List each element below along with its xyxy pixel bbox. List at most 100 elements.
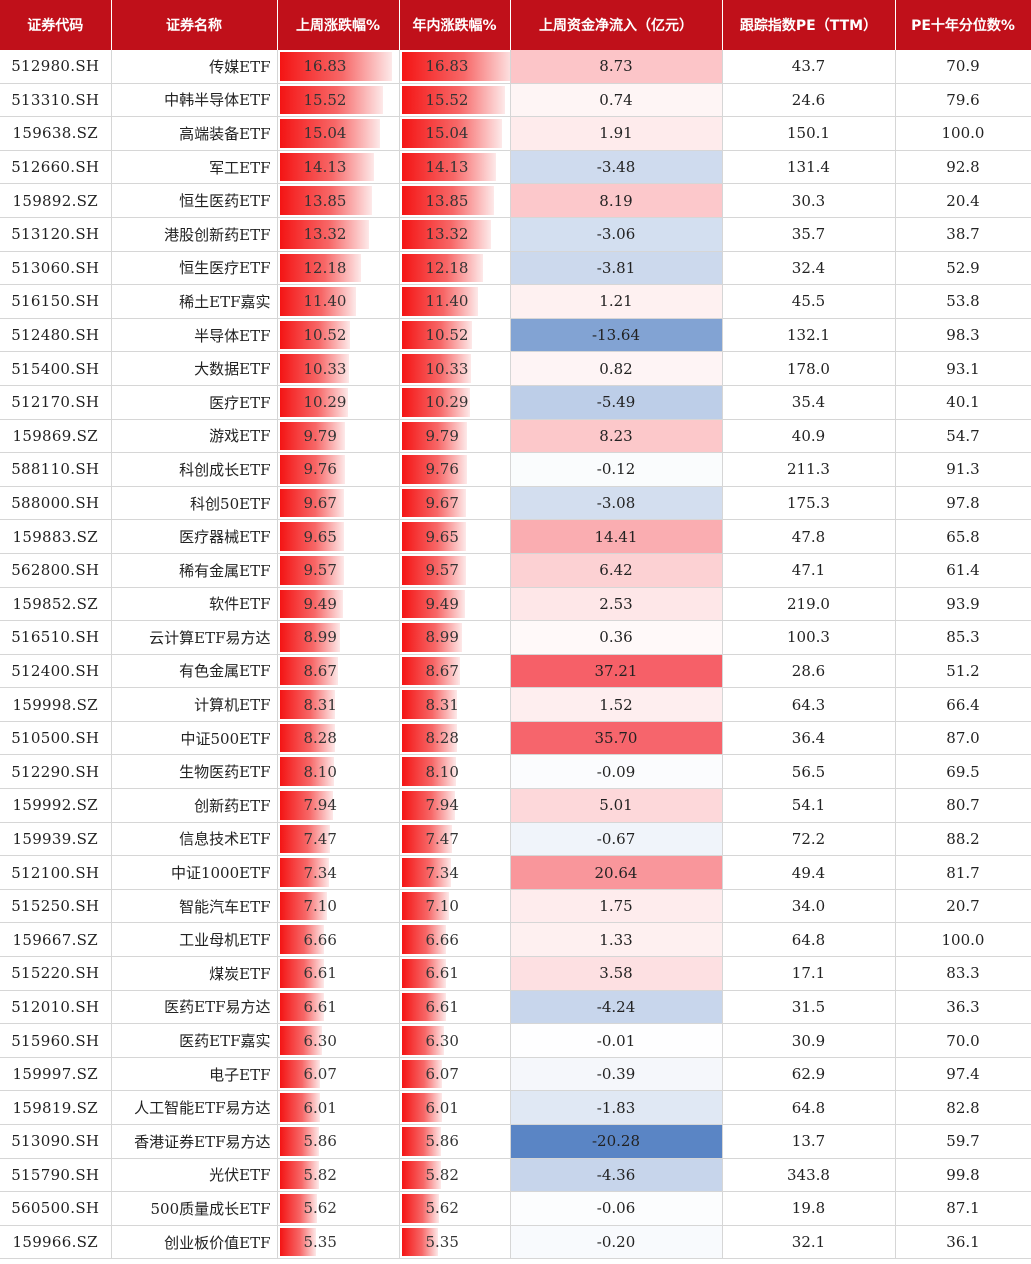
cell-name: 军工ETF xyxy=(111,150,278,185)
change-value: 7.10 xyxy=(425,897,459,916)
cell-code: 513060.SH xyxy=(0,251,112,286)
cell-week-change: 9.76 xyxy=(277,452,400,487)
change-bar xyxy=(401,522,466,551)
cell-name: 云计算ETF易方达 xyxy=(111,620,278,655)
cell-week-change: 8.99 xyxy=(277,620,400,655)
cell-net-inflow: -0.20 xyxy=(510,1225,723,1260)
change-bar xyxy=(401,1059,442,1089)
cell-pe-percentile: 97.4 xyxy=(895,1057,1031,1092)
change-bar xyxy=(401,824,452,854)
cell-name: 智能汽车ETF xyxy=(111,889,278,924)
change-bar xyxy=(401,287,478,316)
cell-name: 香港证券ETF易方达 xyxy=(111,1124,278,1159)
cell-pe-percentile: 87.0 xyxy=(895,721,1031,756)
change-value: 5.62 xyxy=(425,1199,459,1218)
cell-pe-ttm: 40.9 xyxy=(722,419,896,454)
cell-code: 513310.SH xyxy=(0,83,112,118)
cell-name: 人工智能ETF易方达 xyxy=(111,1090,278,1125)
cell-name: 高端装备ETF xyxy=(111,116,278,151)
cell-week-change: 13.32 xyxy=(277,217,400,252)
cell-code: 159852.SZ xyxy=(0,587,112,622)
cell-pe-percentile: 40.1 xyxy=(895,385,1031,420)
cell-pe-ttm: 54.1 xyxy=(722,788,896,823)
cell-ytd-change: 6.30 xyxy=(399,1023,511,1058)
cell-net-inflow: 0.36 xyxy=(510,620,723,655)
cell-net-inflow: -0.67 xyxy=(510,822,723,857)
change-bar xyxy=(279,1160,319,1190)
cell-code: 515790.SH xyxy=(0,1158,112,1193)
change-bar xyxy=(401,757,456,787)
change-value: 5.62 xyxy=(303,1199,337,1218)
change-value: 6.07 xyxy=(303,1065,337,1084)
table-row: 560500.SH 500质量成长ETF 5.62 5.62 -0.06 19.8 87.1 xyxy=(0,1191,1031,1226)
cell-name: 科创50ETF xyxy=(111,486,278,521)
change-value: 15.52 xyxy=(425,90,469,109)
cell-ytd-change: 15.52 xyxy=(399,83,511,118)
cell-pe-percentile: 36.1 xyxy=(895,1225,1031,1260)
change-bar xyxy=(401,925,446,955)
change-bar xyxy=(279,1227,316,1257)
table-row: 515250.SH 智能汽车ETF 7.10 7.10 1.75 34.0 20.7 xyxy=(0,889,1031,924)
change-bar xyxy=(401,723,457,753)
change-value: 7.94 xyxy=(425,796,459,815)
cell-pe-percentile: 88.2 xyxy=(895,822,1031,857)
change-bar xyxy=(279,287,356,316)
change-bar xyxy=(401,1093,442,1122)
cell-name: 工业母机ETF xyxy=(111,922,278,958)
cell-net-inflow: -13.64 xyxy=(510,318,723,353)
cell-code: 510500.SH xyxy=(0,721,112,756)
change-bar xyxy=(279,219,369,249)
cell-ytd-change: 9.76 xyxy=(399,452,511,487)
cell-pe-percentile: 97.8 xyxy=(895,486,1031,521)
change-bar xyxy=(401,1026,444,1055)
cell-net-inflow: 20.64 xyxy=(510,855,723,890)
table-row: 515400.SH 大数据ETF 10.33 10.33 0.82 178.0 93.1 xyxy=(0,351,1031,386)
cell-ytd-change: 11.40 xyxy=(399,284,511,319)
cell-pe-ttm: 49.4 xyxy=(722,855,896,890)
table-body: 512980.SH 传媒ETF 16.83 16.83 8.73 43.7 70.9 5133… xyxy=(0,50,1031,1260)
cell-pe-percentile: 70.0 xyxy=(895,1023,1031,1058)
table-row: 159997.SZ 电子ETF 6.07 6.07 -0.39 62.9 97.4 xyxy=(0,1057,1031,1092)
table-row: 159869.SZ 游戏ETF 9.79 9.79 8.23 40.9 54.7 xyxy=(0,419,1031,454)
cell-week-change: 6.01 xyxy=(277,1090,400,1125)
change-bar xyxy=(401,320,472,350)
cell-net-inflow: 6.42 xyxy=(510,553,723,588)
change-value: 5.82 xyxy=(425,1165,459,1184)
cell-ytd-change: 16.83 xyxy=(399,50,511,84)
cell-code: 159819.SZ xyxy=(0,1090,112,1125)
cell-pe-ttm: 211.3 xyxy=(722,452,896,487)
change-bar xyxy=(401,152,496,182)
change-bar xyxy=(279,723,335,753)
cell-net-inflow: 8.73 xyxy=(510,50,723,84)
cell-name: 医药ETF易方达 xyxy=(111,990,278,1025)
change-value: 12.18 xyxy=(425,258,469,277)
table-row: 513120.SH 港股创新药ETF 13.32 13.32 -3.06 35.7 38.7 xyxy=(0,217,1031,252)
cell-code: 512400.SH xyxy=(0,654,112,689)
cell-code: 159998.SZ xyxy=(0,687,112,722)
cell-name: 稀土ETF嘉实 xyxy=(111,284,278,319)
change-value: 6.61 xyxy=(425,964,459,983)
change-bar xyxy=(279,1059,320,1089)
table-row: 159819.SZ 人工智能ETF易方达 6.01 6.01 -1.83 64.8 82.8 xyxy=(0,1090,1031,1125)
cell-code: 512170.SH xyxy=(0,385,112,420)
cell-week-change: 10.33 xyxy=(277,351,400,386)
change-value: 10.33 xyxy=(303,359,347,378)
col-header-ytd-change: 年内涨跌幅% xyxy=(399,0,511,50)
table-row: 512010.SH 医药ETF易方达 6.61 6.61 -4.24 31.5 36.3 xyxy=(0,990,1031,1025)
change-value: 10.29 xyxy=(425,393,469,412)
cell-net-inflow: 5.01 xyxy=(510,788,723,823)
change-bar xyxy=(279,656,338,686)
change-value: 16.83 xyxy=(303,57,347,76)
change-value: 5.86 xyxy=(303,1132,337,1151)
change-value: 9.76 xyxy=(303,460,337,479)
change-bar xyxy=(401,186,494,215)
cell-pe-ttm: 24.6 xyxy=(722,83,896,118)
change-value: 13.85 xyxy=(303,191,347,210)
cell-ytd-change: 8.28 xyxy=(399,721,511,756)
cell-pe-percentile: 36.3 xyxy=(895,990,1031,1025)
change-value: 11.40 xyxy=(303,292,347,311)
cell-code: 159892.SZ xyxy=(0,183,112,218)
cell-ytd-change: 10.52 xyxy=(399,318,511,353)
change-value: 6.61 xyxy=(303,997,337,1016)
cell-pe-percentile: 93.9 xyxy=(895,587,1031,622)
